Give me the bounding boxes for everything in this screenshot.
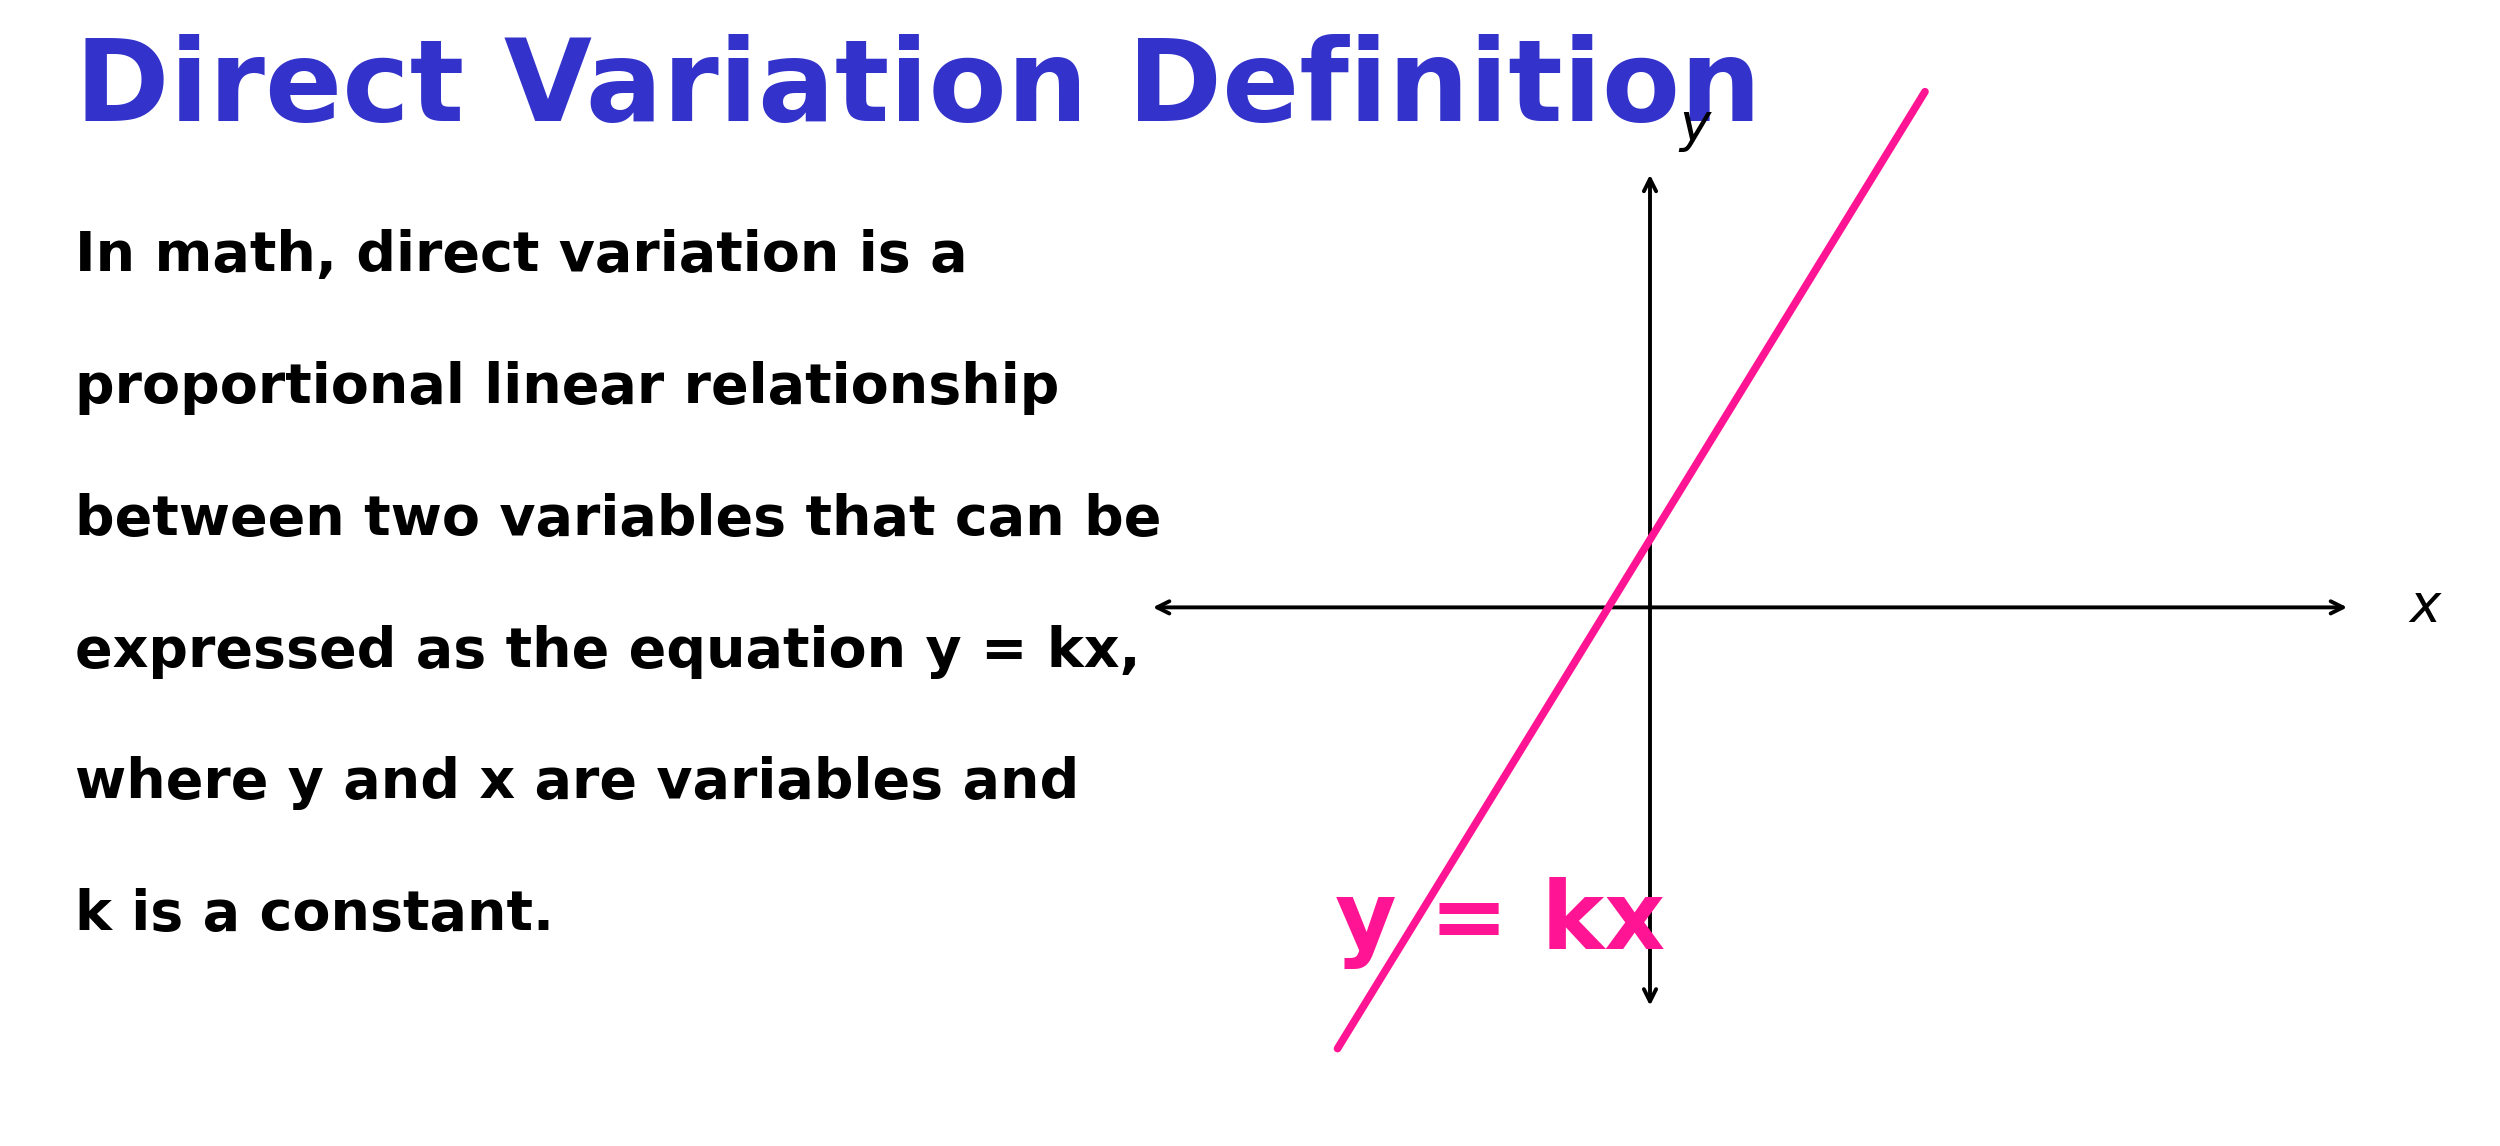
Text: where y and x are variables and: where y and x are variables and (75, 756, 1080, 810)
Text: expressed as the equation y = kx,: expressed as the equation y = kx, (75, 625, 1140, 678)
Text: Direct Variation Definition: Direct Variation Definition (75, 34, 1760, 146)
Text: y = kx: y = kx (1335, 877, 1665, 968)
Text: x: x (2410, 581, 2440, 634)
Text: k is a constant.: k is a constant. (75, 888, 555, 942)
Text: proportional linear relationship: proportional linear relationship (75, 361, 1060, 415)
Text: between two variables that can be: between two variables that can be (75, 493, 1163, 547)
Text: In math, direct variation is a: In math, direct variation is a (75, 229, 968, 283)
Text: y: y (1680, 100, 1710, 152)
